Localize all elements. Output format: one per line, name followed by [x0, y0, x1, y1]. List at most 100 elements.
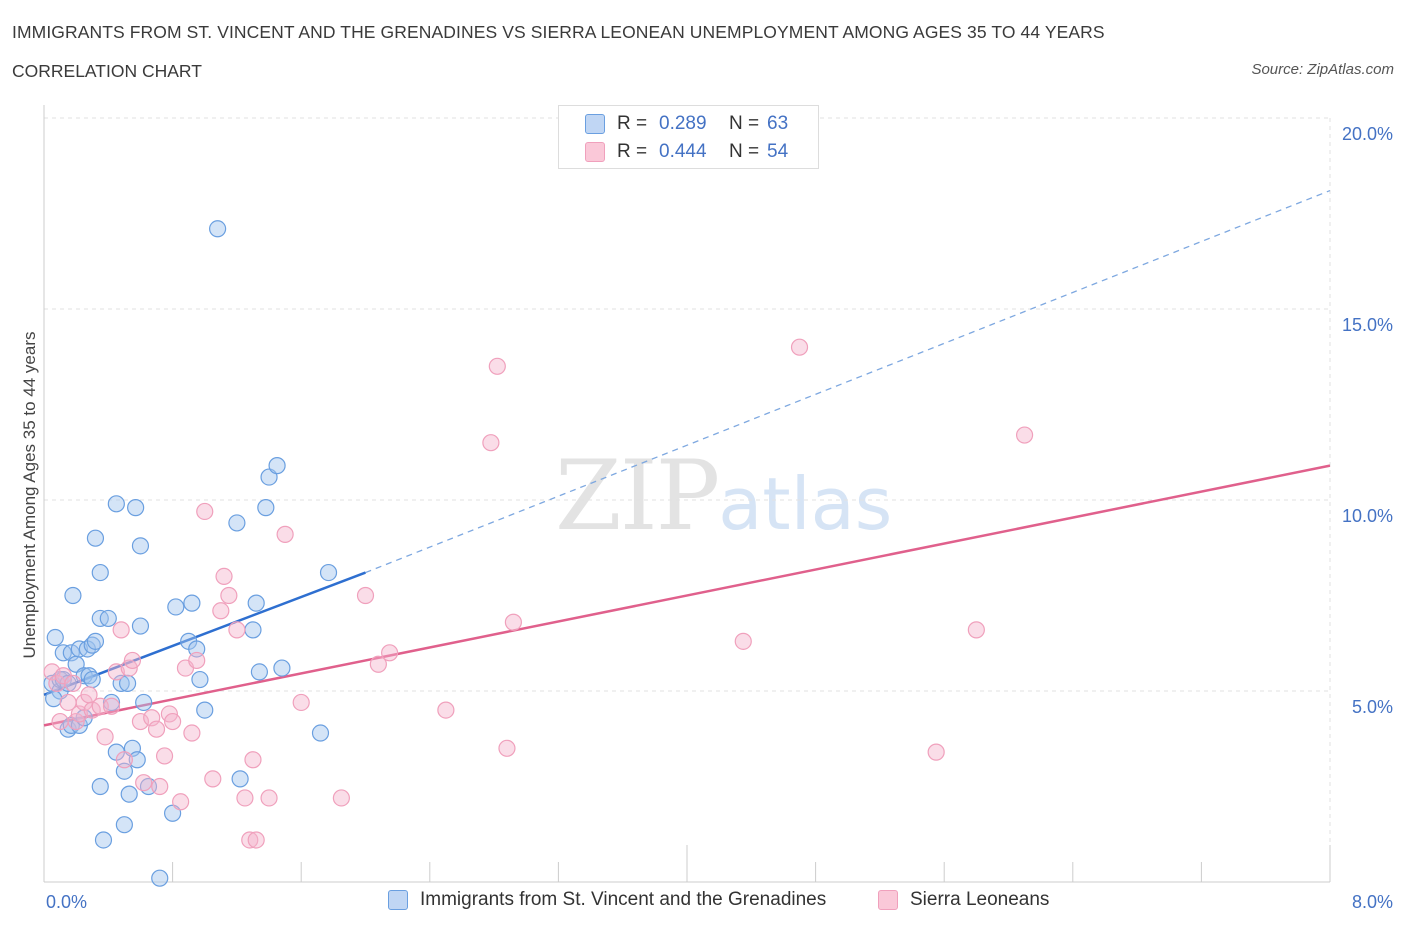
y-tick-label: 10.0% — [1342, 506, 1393, 526]
source-label: Source: ZipAtlas.com — [1251, 61, 1394, 78]
data-points — [43, 220, 1034, 887]
legend-r-value: 0.444 — [659, 141, 707, 162]
legend-r-label: R = — [617, 113, 648, 134]
point-immigrants — [64, 586, 82, 605]
point-immigrants — [151, 869, 169, 887]
point-immigrants — [135, 693, 153, 712]
point-sierra — [215, 567, 233, 586]
point-sierra — [151, 777, 169, 796]
point-sierra — [790, 338, 809, 356]
correlation-legend: R = 0.289 N = 63 R = 0.444 N = 54 — [558, 105, 819, 169]
legend-n-value: 63 — [767, 113, 789, 134]
y-tick-label: 20.0% — [1342, 124, 1393, 144]
point-immigrants — [319, 563, 338, 582]
y-tick-label: 5.0% — [1352, 697, 1393, 717]
series-legend: Immigrants from St. Vincent and the Gren… — [0, 889, 1406, 915]
point-immigrants — [131, 537, 150, 555]
point-sierra — [164, 712, 182, 731]
legend-swatch-blue — [585, 114, 605, 134]
point-sierra — [131, 712, 150, 731]
point-sierra — [1015, 426, 1034, 444]
point-sierra — [96, 728, 114, 746]
watermark-atlas: atlas — [718, 462, 893, 546]
legend-swatch-pink — [585, 142, 605, 162]
point-sierra — [482, 434, 500, 452]
point-sierra — [64, 674, 82, 692]
point-immigrants — [268, 457, 286, 475]
trend-sierra — [43, 464, 1331, 727]
point-sierra — [196, 502, 214, 521]
point-immigrants — [247, 594, 265, 612]
point-sierra — [369, 655, 387, 673]
point-immigrants — [228, 514, 246, 532]
point-sierra — [437, 701, 455, 719]
series-legend-immigrants[interactable]: Immigrants from St. Vincent and the Gren… — [388, 889, 826, 911]
point-sierra — [220, 586, 238, 605]
point-sierra — [107, 663, 125, 681]
point-sierra — [183, 724, 201, 742]
point-sierra — [260, 789, 278, 807]
point-immigrants — [120, 785, 138, 803]
point-immigrants — [311, 724, 330, 742]
tick-labels: 5.0% 10.0% 15.0% 20.0% 0.0% 8.0% — [46, 124, 1393, 912]
axes — [43, 105, 1331, 883]
legend-n-value: 54 — [767, 141, 789, 162]
series-swatch-pink — [878, 890, 898, 910]
point-immigrants — [91, 777, 109, 796]
point-sierra — [135, 774, 153, 792]
point-sierra — [292, 693, 310, 712]
point-sierra — [356, 586, 375, 605]
point-immigrants — [45, 690, 63, 708]
point-immigrants — [131, 617, 150, 635]
chart-subtitle: CORRELATION CHART — [12, 61, 202, 81]
point-immigrants — [167, 598, 185, 616]
point-sierra — [212, 602, 230, 620]
point-sierra — [83, 701, 101, 719]
series-legend-sierra[interactable]: Sierra Leoneans — [878, 889, 1049, 911]
point-sierra — [204, 770, 222, 788]
point-immigrants — [231, 770, 249, 788]
point-sierra — [236, 789, 254, 807]
point-immigrants — [250, 663, 269, 681]
point-sierra — [112, 621, 130, 639]
point-sierra — [504, 613, 522, 631]
point-sierra — [734, 632, 752, 650]
point-immigrants — [86, 632, 105, 650]
legend-r-value: 0.289 — [659, 113, 707, 134]
point-sierra — [244, 751, 262, 769]
x-tick-label: 0.0% — [46, 892, 87, 912]
point-sierra — [241, 831, 259, 849]
point-immigrants — [244, 621, 262, 639]
point-immigrants — [128, 751, 146, 769]
trend-immigrants — [43, 571, 366, 696]
y-axis-label: Unemployment Among Ages 35 to 44 years — [20, 332, 39, 659]
watermark-zip: ZIP — [555, 440, 720, 552]
series-label: Immigrants from St. Vincent and the Gren… — [420, 889, 827, 910]
point-sierra — [332, 789, 350, 807]
point-immigrants — [86, 529, 105, 547]
point-immigrants — [183, 594, 201, 612]
point-sierra — [123, 651, 142, 670]
point-immigrants — [107, 495, 125, 513]
point-sierra — [102, 697, 121, 715]
point-sierra — [172, 793, 190, 811]
point-immigrants — [273, 659, 291, 677]
point-sierra — [115, 751, 133, 769]
point-sierra — [188, 651, 206, 670]
point-immigrants — [191, 670, 209, 689]
x-tick-label: 8.0% — [1352, 892, 1393, 912]
point-immigrants — [127, 499, 145, 517]
series-label: Sierra Leoneans — [910, 889, 1050, 910]
y-tick-label: 15.0% — [1342, 315, 1393, 335]
legend-n-label: N = — [729, 113, 760, 134]
point-sierra — [967, 621, 985, 639]
trend-immigrants-extrapolated — [365, 189, 1331, 574]
point-sierra — [276, 525, 294, 543]
point-sierra — [381, 644, 399, 662]
chart-title: IMMIGRANTS FROM ST. VINCENT AND THE GREN… — [12, 22, 1105, 42]
point-immigrants — [209, 220, 227, 238]
point-immigrants — [257, 499, 275, 517]
point-immigrants — [91, 563, 109, 582]
point-immigrants — [83, 670, 101, 689]
